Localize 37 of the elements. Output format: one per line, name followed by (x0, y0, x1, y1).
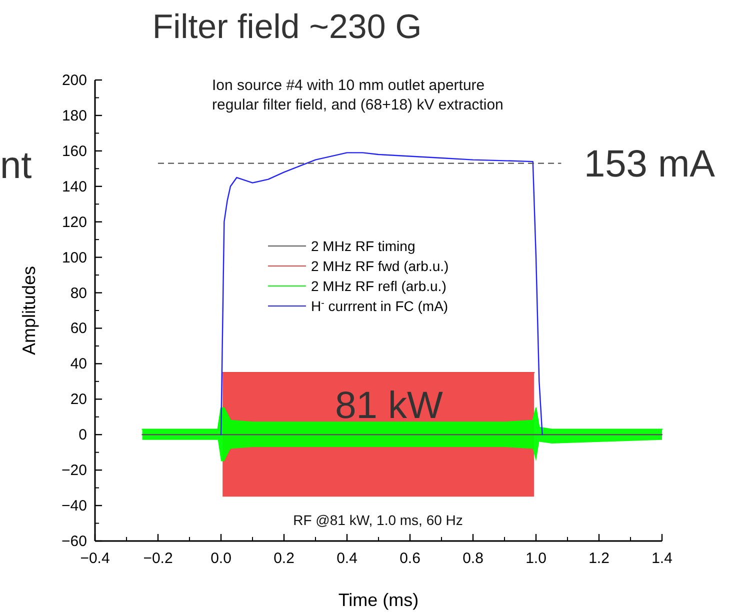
y-tick-label: −40 (62, 498, 87, 515)
y-tick-label: 80 (70, 284, 87, 302)
annotation: RF @81 kW, 1.0 ms, 60 Hz (293, 512, 463, 528)
annotation: 81 kW (335, 385, 443, 427)
x-axis-title: Time (ms) (338, 590, 419, 610)
chart-title: Filter field ~230 G (152, 8, 422, 46)
legend-label: H$^{-}$ currrent in FC (mA) (311, 298, 448, 314)
y-tick-label: 100 (62, 249, 87, 266)
y-tick-label: 200 (62, 72, 87, 89)
legend-label: 2 MHz RF refl (arb.u.) (311, 278, 446, 294)
y-tick-label: 60 (70, 320, 87, 338)
y-tick-label: 140 (62, 178, 87, 196)
x-tick-label: 0.8 (462, 550, 484, 567)
legend-label: 2 MHz RF timing (311, 238, 416, 254)
text: nt (0, 145, 32, 187)
y-tick-label: 40 (70, 356, 87, 373)
x-tick-label: −0.4 (80, 550, 110, 567)
y-tick-label: 20 (70, 391, 87, 408)
x-tick-label: 1.0 (526, 550, 546, 567)
y-tick-label: 120 (62, 214, 87, 231)
legend-label: 2 MHz RF fwd (arb.u.) (311, 258, 449, 274)
y-tick-label: −60 (62, 533, 87, 550)
ref-line-label: 153 mA (584, 143, 716, 186)
x-tick-label: 1.4 (652, 550, 672, 567)
y-tick-label: 0 (78, 426, 87, 444)
y-axis-title: Amplitudes (19, 266, 39, 356)
x-tick-label: 0.6 (400, 550, 420, 567)
annotation: Ion source #4 with 10 mm outlet aperture regular filter field, and (68+18) kV extraction (212, 77, 504, 114)
x-tick-label: 1.2 (588, 550, 610, 567)
x-tick-label: −0.2 (143, 550, 173, 567)
x-tick-label: 0.0 (210, 550, 232, 567)
y-tick-label: −20 (62, 462, 87, 480)
y-tick-label: 180 (62, 107, 87, 124)
x-tick-label: 0.2 (274, 550, 294, 567)
line-series (220, 152, 543, 436)
y-tick-label: 160 (62, 142, 87, 160)
x-tick-label: 0.4 (336, 550, 358, 567)
